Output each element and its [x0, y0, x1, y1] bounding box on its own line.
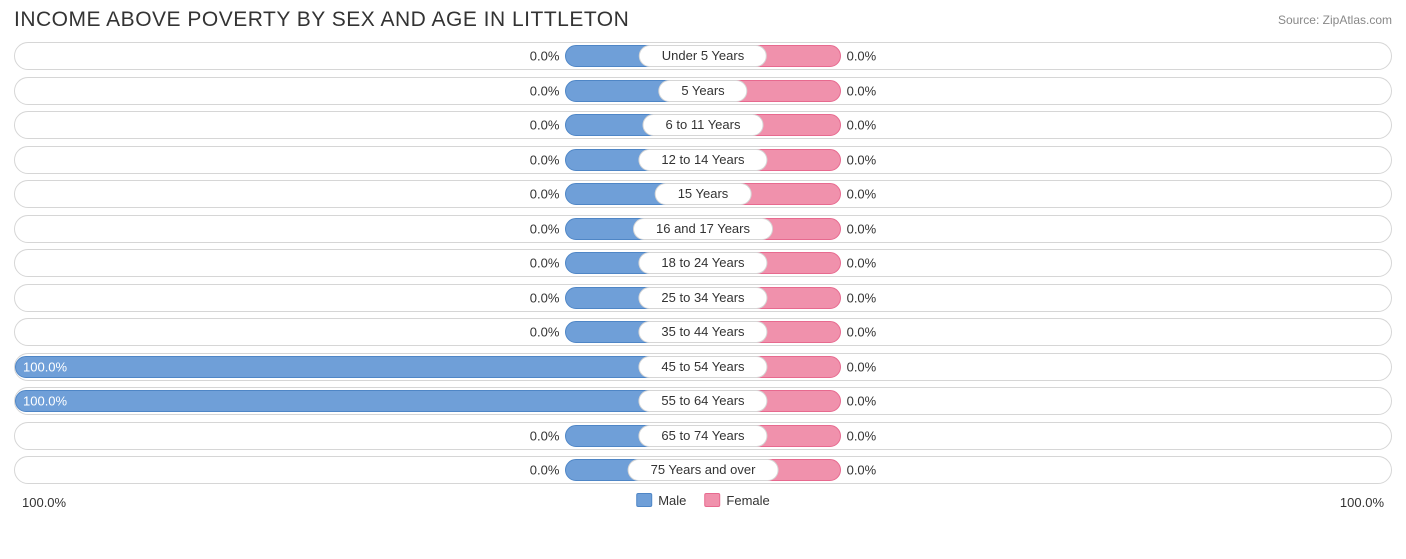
female-value: 0.0%	[847, 394, 877, 409]
category-label: 16 and 17 Years	[633, 218, 773, 240]
bar-row: 45 to 54 Years 100.0% 0.0%	[14, 353, 1392, 381]
bar-row: 16 and 17 Years 0.0% 0.0%	[14, 215, 1392, 243]
female-value: 0.0%	[847, 152, 877, 167]
female-value: 0.0%	[847, 83, 877, 98]
axis-label-right: 100.0%	[1340, 495, 1384, 510]
male-value: 0.0%	[530, 256, 560, 271]
axis-label-left: 100.0%	[22, 495, 66, 510]
bar-row: 15 Years 0.0% 0.0%	[14, 180, 1392, 208]
category-label: 75 Years and over	[628, 459, 779, 481]
bar-row: 6 to 11 Years 0.0% 0.0%	[14, 111, 1392, 139]
chart-title: INCOME ABOVE POVERTY BY SEX AND AGE IN L…	[14, 8, 629, 32]
male-value: 0.0%	[530, 221, 560, 236]
male-value: 0.0%	[530, 428, 560, 443]
category-label: 65 to 74 Years	[638, 425, 767, 447]
category-label: 55 to 64 Years	[638, 390, 767, 412]
bar-row: Under 5 Years 0.0% 0.0%	[14, 42, 1392, 70]
legend-swatch	[636, 493, 652, 507]
bar-row: 65 to 74 Years 0.0% 0.0%	[14, 422, 1392, 450]
male-value: 100.0%	[23, 359, 67, 374]
female-value: 0.0%	[847, 428, 877, 443]
category-label: 12 to 14 Years	[638, 149, 767, 171]
bar-row: 18 to 24 Years 0.0% 0.0%	[14, 249, 1392, 277]
female-value: 0.0%	[847, 290, 877, 305]
male-bar	[15, 390, 703, 412]
male-value: 100.0%	[23, 394, 67, 409]
category-label: 35 to 44 Years	[638, 321, 767, 343]
chart-area: Under 5 Years0.0%0.0%5 Years0.0%0.0%6 to…	[0, 36, 1406, 484]
female-value: 0.0%	[847, 221, 877, 236]
female-value: 0.0%	[847, 49, 877, 64]
male-value: 0.0%	[530, 118, 560, 133]
legend-item: Male	[636, 493, 686, 508]
female-value: 0.0%	[847, 118, 877, 133]
female-value: 0.0%	[847, 325, 877, 340]
bar-row: 12 to 14 Years 0.0% 0.0%	[14, 146, 1392, 174]
male-value: 0.0%	[530, 463, 560, 478]
category-label: 5 Years	[658, 80, 747, 102]
male-value: 0.0%	[530, 49, 560, 64]
category-label: Under 5 Years	[639, 45, 767, 67]
legend-label: Female	[726, 493, 769, 508]
bar-row: 5 Years 0.0% 0.0%	[14, 77, 1392, 105]
category-label: 25 to 34 Years	[638, 287, 767, 309]
female-value: 0.0%	[847, 463, 877, 478]
chart-header: INCOME ABOVE POVERTY BY SEX AND AGE IN L…	[0, 0, 1406, 36]
chart-footer: 100.0% Male Female 100.0%	[14, 491, 1392, 521]
female-value: 0.0%	[847, 359, 877, 374]
bar-row: 35 to 44 Years 0.0% 0.0%	[14, 318, 1392, 346]
female-value: 0.0%	[847, 256, 877, 271]
chart-source: Source: ZipAtlas.com	[1278, 13, 1392, 27]
legend-swatch	[704, 493, 720, 507]
category-label: 45 to 54 Years	[638, 356, 767, 378]
female-value: 0.0%	[847, 187, 877, 202]
category-label: 15 Years	[655, 183, 752, 205]
category-label: 6 to 11 Years	[643, 114, 764, 136]
category-label: 18 to 24 Years	[638, 252, 767, 274]
legend-label: Male	[658, 493, 686, 508]
male-value: 0.0%	[530, 83, 560, 98]
bar-row: 25 to 34 Years 0.0% 0.0%	[14, 284, 1392, 312]
male-bar	[15, 356, 703, 378]
male-value: 0.0%	[530, 152, 560, 167]
male-value: 0.0%	[530, 290, 560, 305]
bar-row: 75 Years and over 0.0% 0.0%	[14, 456, 1392, 484]
legend-item: Female	[704, 493, 769, 508]
male-value: 0.0%	[530, 187, 560, 202]
male-value: 0.0%	[530, 325, 560, 340]
bar-row: 55 to 64 Years 100.0% 0.0%	[14, 387, 1392, 415]
legend: Male Female	[636, 493, 770, 508]
